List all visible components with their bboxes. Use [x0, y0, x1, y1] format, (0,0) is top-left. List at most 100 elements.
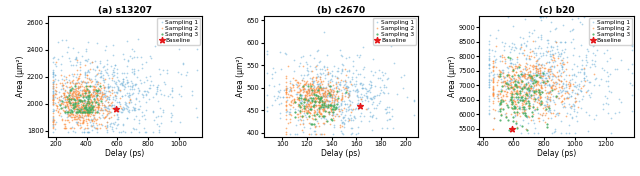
Sampling 2	[74, 118, 84, 121]
Sampling 2	[67, 92, 77, 95]
Sampling 2	[293, 115, 303, 118]
Sampling 1	[334, 83, 344, 86]
Sampling 1	[484, 48, 494, 51]
Sampling 1	[290, 111, 300, 113]
Sampling 2	[522, 71, 532, 74]
Sampling 1	[536, 73, 547, 76]
Sampling 1	[291, 123, 301, 126]
Sampling 2	[284, 92, 294, 95]
Sampling 2	[75, 119, 85, 121]
Sampling 2	[506, 78, 516, 81]
Sampling 1	[567, 73, 577, 76]
Sampling 1	[120, 130, 131, 133]
Sampling 1	[117, 71, 127, 74]
Sampling 1	[314, 100, 324, 103]
Sampling 1	[561, 83, 571, 86]
Sampling 2	[104, 111, 115, 113]
Sampling 1	[324, 78, 335, 81]
Sampling 2	[63, 112, 73, 115]
Sampling 1	[324, 100, 334, 103]
Sampling 1	[492, 110, 502, 112]
Sampling 1	[62, 112, 72, 115]
Sampling 2	[564, 85, 574, 88]
Sampling 2	[70, 111, 81, 114]
Sampling 2	[517, 106, 527, 109]
Sampling 2	[509, 85, 520, 88]
Sampling 1	[507, 79, 517, 81]
Sampling 2	[310, 96, 320, 99]
Sampling 3	[83, 93, 93, 96]
Sampling 2	[82, 122, 92, 125]
Sampling 2	[515, 64, 525, 67]
Sampling 2	[318, 86, 328, 89]
Sampling 3	[526, 84, 536, 87]
Sampling 1	[382, 111, 392, 114]
Sampling 2	[79, 88, 90, 90]
Sampling 1	[329, 100, 339, 102]
Sampling 3	[88, 105, 98, 108]
Sampling 1	[536, 77, 547, 80]
Sampling 1	[92, 130, 102, 133]
Sampling 3	[327, 108, 337, 110]
Sampling 1	[54, 102, 65, 105]
Sampling 1	[584, 94, 595, 97]
Sampling 2	[91, 92, 101, 94]
Sampling 2	[312, 94, 323, 97]
Sampling 2	[554, 97, 564, 100]
Sampling 1	[318, 94, 328, 97]
Sampling 1	[484, 34, 495, 37]
Sampling 2	[324, 123, 335, 125]
Sampling 3	[508, 69, 518, 71]
Sampling 1	[498, 69, 508, 72]
Sampling 2	[543, 106, 553, 109]
Sampling 2	[321, 86, 332, 89]
Sampling 2	[529, 74, 540, 77]
Sampling 3	[498, 100, 508, 103]
Sampling 1	[112, 106, 122, 109]
Sampling 2	[62, 102, 72, 105]
Sampling 2	[511, 86, 521, 89]
Sampling 1	[583, 50, 593, 53]
Sampling 1	[166, 112, 176, 115]
Sampling 1	[409, 114, 419, 117]
Sampling 1	[129, 72, 140, 75]
Sampling 1	[534, 81, 545, 84]
Sampling 1	[103, 87, 113, 90]
Sampling 2	[552, 71, 562, 74]
Sampling 1	[303, 105, 313, 108]
Sampling 1	[122, 91, 132, 94]
Sampling 2	[64, 100, 74, 103]
Sampling 1	[88, 124, 98, 127]
Sampling 2	[313, 103, 323, 106]
Sampling 1	[124, 110, 134, 113]
Sampling 2	[79, 108, 89, 111]
Sampling 2	[536, 86, 547, 88]
Sampling 2	[86, 110, 96, 112]
Sampling 2	[516, 75, 527, 78]
Sampling 2	[488, 66, 499, 68]
Sampling 1	[382, 118, 392, 121]
Sampling 1	[567, 29, 577, 32]
Sampling 2	[308, 84, 319, 87]
Sampling 2	[95, 97, 106, 100]
Sampling 3	[503, 106, 513, 109]
Sampling 3	[517, 96, 527, 99]
Sampling 1	[140, 130, 150, 133]
Sampling 1	[315, 81, 325, 84]
Sampling 2	[557, 86, 567, 89]
Sampling 2	[86, 110, 96, 113]
Sampling 1	[303, 72, 314, 75]
Sampling 2	[83, 81, 93, 83]
Sampling 2	[518, 83, 529, 86]
Sampling 2	[326, 104, 336, 107]
Sampling 3	[495, 108, 505, 110]
Sampling 1	[95, 90, 106, 93]
Sampling 3	[529, 91, 539, 93]
Sampling 2	[70, 107, 80, 110]
Sampling 3	[60, 106, 70, 109]
Sampling 1	[123, 59, 133, 62]
Sampling 1	[315, 68, 325, 70]
Sampling 2	[323, 89, 333, 92]
Sampling 1	[296, 73, 306, 76]
Sampling 1	[547, 48, 557, 51]
